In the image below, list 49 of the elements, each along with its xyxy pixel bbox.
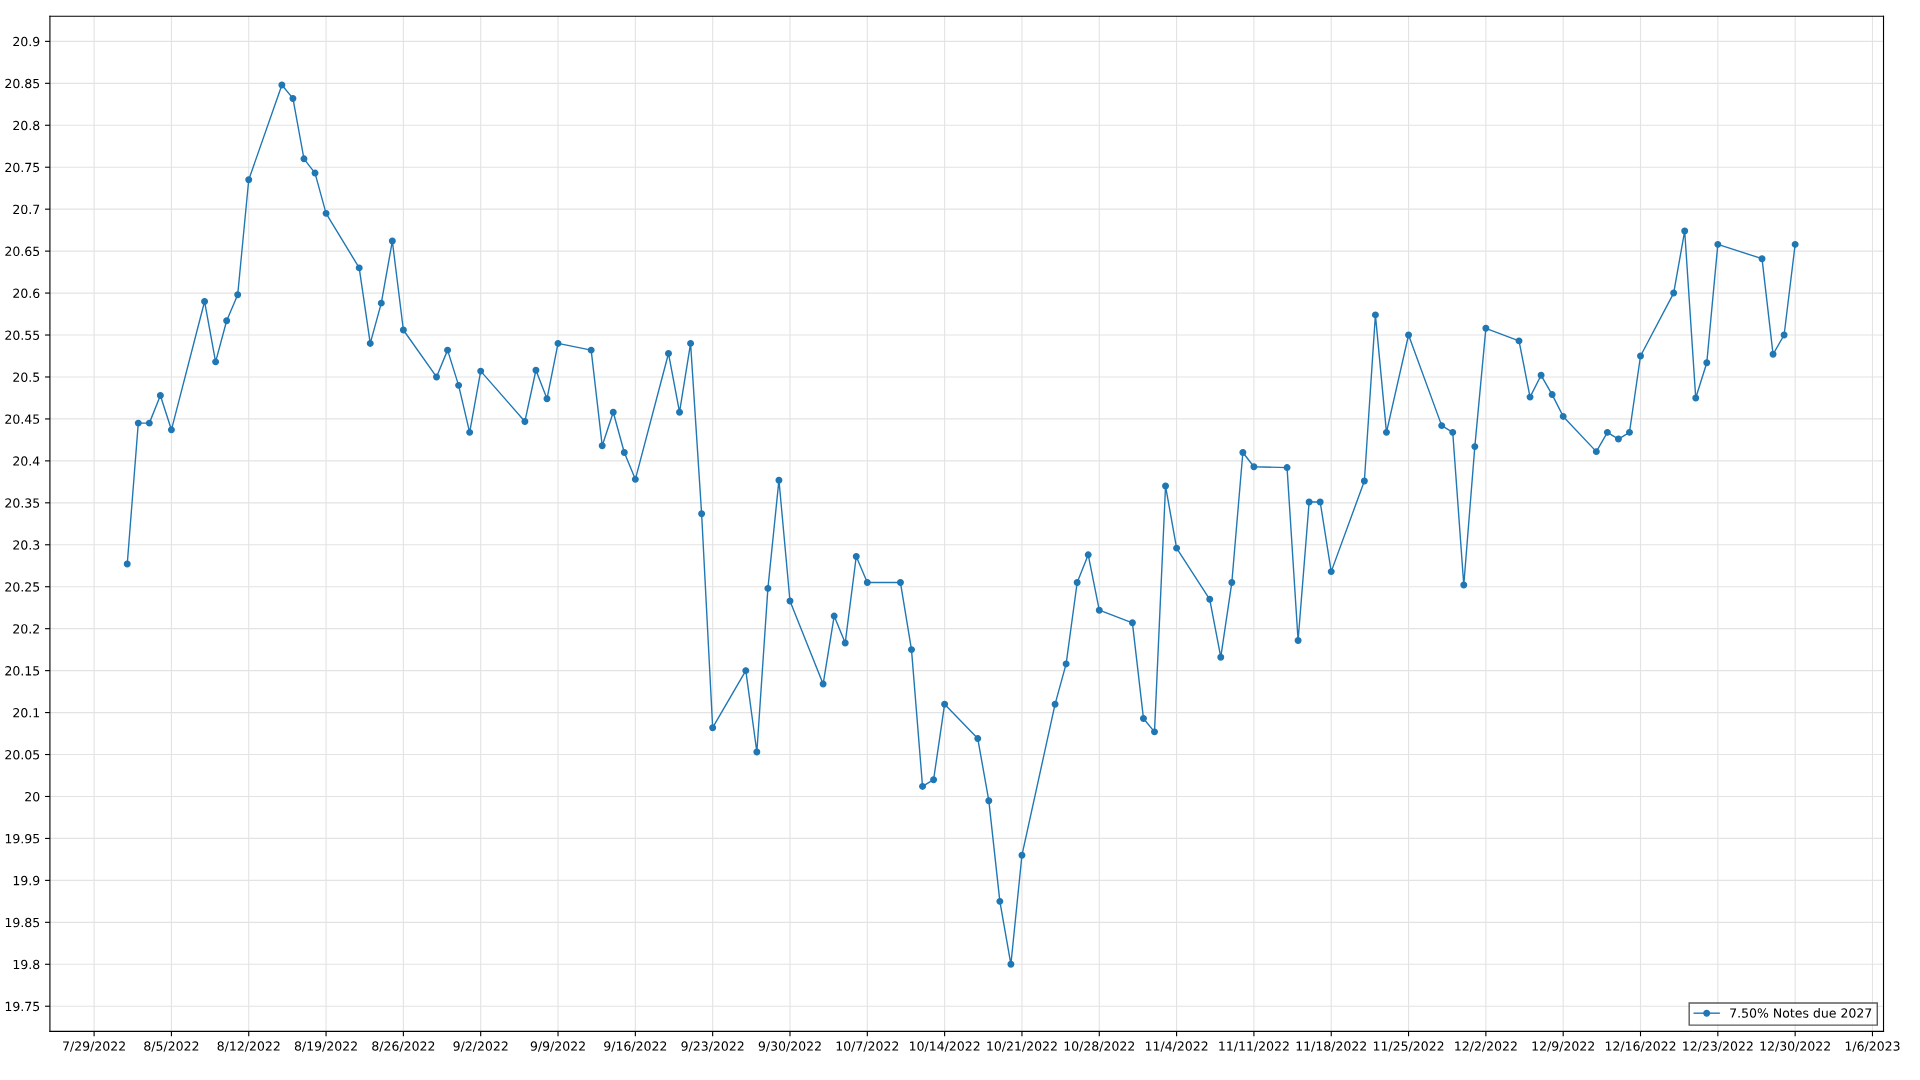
- x-tick-label: 9/30/2022: [758, 1041, 821, 1052]
- x-tick-label: 11/18/2022: [1296, 1041, 1366, 1052]
- y-tick-label: 20.3: [13, 540, 40, 550]
- x-tick-label: 8/26/2022: [372, 1041, 435, 1052]
- x-tick-label: 12/23/2022: [1683, 1041, 1753, 1052]
- x-tick-label: 11/11/2022: [1219, 1041, 1289, 1052]
- y-tick-label: 19.8: [13, 959, 40, 970]
- y-tick-label: 20.35: [5, 498, 40, 508]
- y-tick-label: 20: [25, 791, 40, 802]
- x-tick-label: 8/19/2022: [294, 1041, 357, 1052]
- y-tick-label: 20.4: [13, 456, 40, 466]
- y-tick-label: 20.45: [5, 414, 40, 424]
- x-tick-label: 12/9/2022: [1532, 1041, 1594, 1052]
- x-tick-label: 11/4/2022: [1145, 1041, 1208, 1052]
- x-tick-label: 8/5/2022: [144, 1041, 199, 1052]
- y-tick-label: 20.2: [13, 624, 39, 634]
- y-tick-label: 20.1: [13, 708, 40, 718]
- y-tick-label: 20.75: [5, 162, 40, 173]
- legend-label: 7.50% Notes due 2027: [1730, 1008, 1872, 1018]
- x-tick-label: 9/23/2022: [681, 1041, 744, 1052]
- x-tick-label: 12/2/2022: [1455, 1041, 1517, 1052]
- x-tick-label: 8/12/2022: [217, 1041, 280, 1052]
- x-tick-label: 10/14/2022: [909, 1041, 980, 1052]
- y-tick-label: 20.9: [13, 36, 40, 47]
- x-tick-label: 11/25/2022: [1373, 1041, 1444, 1052]
- y-tick-label: 20.8: [13, 120, 40, 131]
- x-tick-label: 10/28/2022: [1064, 1041, 1135, 1052]
- y-tick-label: 20.15: [5, 666, 40, 676]
- y-tick-label: 19.95: [5, 833, 40, 844]
- y-tick-label: 19.85: [5, 917, 40, 928]
- y-tick-label: 20.25: [5, 582, 40, 592]
- x-tick-label: 12/16/2022: [1605, 1041, 1676, 1052]
- x-tick-label: 9/9/2022: [530, 1041, 585, 1052]
- y-tick-label: 20.7: [13, 204, 40, 215]
- y-tick-label: 20.85: [5, 78, 40, 89]
- y-tick-label: 20.55: [5, 330, 40, 340]
- y-tick-label: 20.6: [13, 288, 40, 298]
- x-tick-label: 10/21/2022: [987, 1041, 1057, 1052]
- x-tick-label: 9/16/2022: [604, 1041, 667, 1052]
- y-tick-label: 20.5: [13, 372, 40, 382]
- x-tick-label: 1/6/2023: [1845, 1041, 1900, 1052]
- y-tick-label: 19.75: [5, 1001, 40, 1012]
- x-tick-label: 10/7/2022: [836, 1041, 899, 1052]
- x-tick-label: 7/29/2022: [63, 1041, 125, 1052]
- y-tick-label: 20.05: [5, 750, 40, 760]
- y-tick-label: 20.65: [5, 246, 40, 257]
- y-tick-label: 19.9: [13, 875, 40, 886]
- x-tick-label: 9/2/2022: [453, 1041, 508, 1052]
- x-tick-label: 12/30/2022: [1760, 1041, 1830, 1052]
